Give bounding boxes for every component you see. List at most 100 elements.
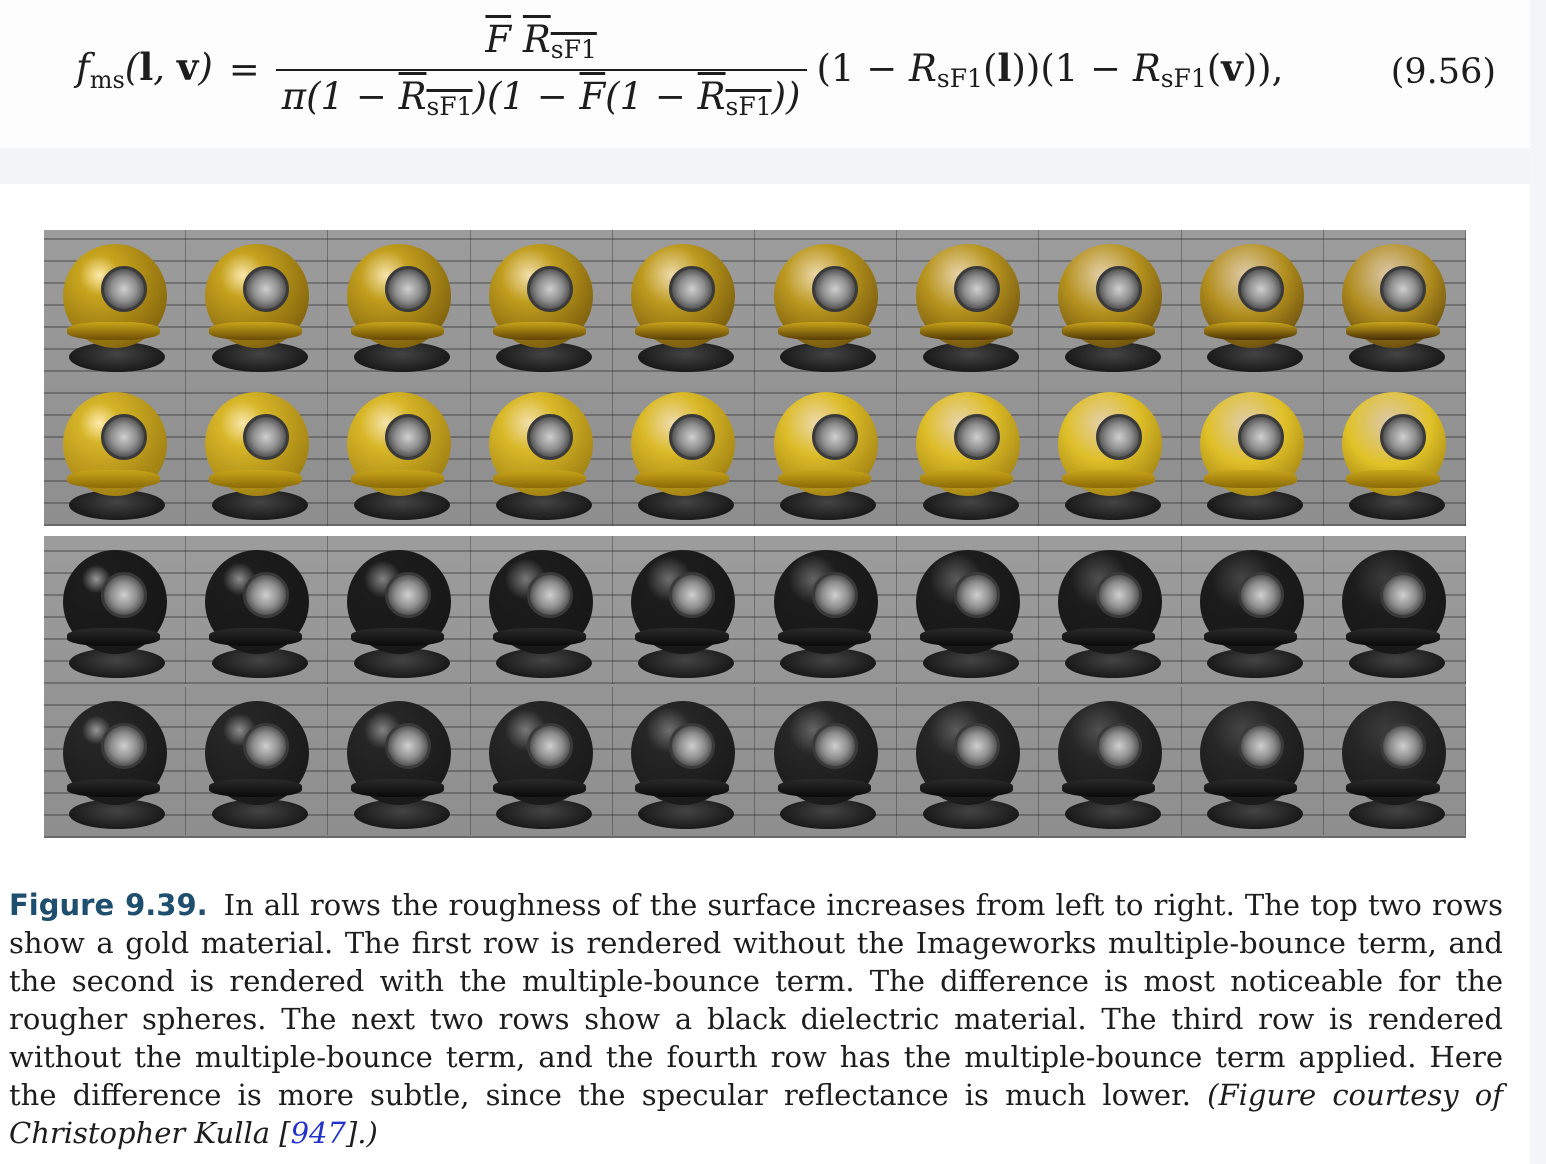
numerator-r: R (522, 18, 551, 61)
sphere-render-cell (1039, 536, 1182, 684)
sphere-ring-band (493, 779, 587, 797)
sphere-ring-band (493, 470, 587, 488)
black-dielectric-block (44, 536, 1466, 838)
sphere-ring-band (777, 779, 871, 797)
black-row-without-multibounce (44, 536, 1466, 684)
sphere-dial-insert (1096, 723, 1143, 769)
sphere-render-cell (471, 230, 613, 378)
sphere-ring-band (1062, 628, 1156, 646)
sphere-render-cell (1324, 536, 1466, 684)
factor-mid: ))(1 − (1011, 47, 1133, 90)
sphere-render-cell (1182, 536, 1324, 684)
sphere-render-cell (44, 536, 187, 684)
sphere-ring-band (66, 779, 160, 797)
sphere-dial-insert (1380, 414, 1427, 460)
denominator-r-2: R (697, 75, 726, 118)
sphere-dial-insert (953, 723, 1000, 769)
denominator-r-bar-2: RsF1 (697, 75, 772, 121)
caption-body: In all rows the roughness of the surface… (9, 888, 1503, 1112)
sphere-dial-insert (527, 572, 574, 618)
sphere-ring-band (208, 628, 302, 646)
denominator-r-1: R (398, 75, 427, 118)
sphere-render-cell (186, 378, 329, 526)
gold-row-with-multibounce (44, 378, 1466, 526)
sphere-render-cell (186, 230, 329, 378)
sphere-render-cell (328, 378, 471, 526)
sphere-dial-insert (242, 266, 289, 312)
sphere-dial-insert (811, 266, 858, 312)
sphere-render-cell (755, 536, 898, 684)
sphere-ring-band (66, 322, 160, 340)
sphere-dial-insert (385, 414, 431, 460)
caption-reference-link[interactable]: 947 (290, 1116, 346, 1150)
sphere-ring-band (350, 322, 445, 340)
sphere-ring-band (919, 779, 1014, 797)
sphere-dial-insert (385, 266, 431, 312)
equation-lhs: fms(l, v) (76, 45, 213, 94)
sphere-dial-insert (1096, 572, 1143, 618)
sphere-render-cell (897, 687, 1040, 835)
factor-r-1: R (909, 47, 937, 90)
sphere-dial-insert (1380, 572, 1427, 618)
sphere-render-cell (613, 536, 756, 684)
sphere-render-cell (897, 536, 1040, 684)
sphere-render-cell (755, 230, 898, 378)
equation-block: fms(l, v) = F RsF1 π(1 − RsF1)(1 − F(1 −… (0, 0, 1530, 145)
sphere-ring-band (1346, 779, 1440, 797)
denominator-part-2: )(1 − (472, 75, 580, 118)
sphere-render-cell (186, 687, 329, 835)
sphere-render-cell (755, 687, 898, 835)
equation-lhs-function: f (76, 46, 90, 89)
caption-credit: (Figure courtesy of Christopher Kulla [9… (9, 1078, 1503, 1150)
sphere-render-cell (1039, 687, 1182, 835)
sphere-render-cell (328, 687, 471, 835)
sphere-dial-insert (1238, 723, 1285, 769)
sphere-dial-insert (100, 414, 147, 460)
sphere-render-cell (1182, 230, 1324, 378)
factor-close: )), (1242, 47, 1284, 90)
sphere-dial-insert (811, 572, 858, 618)
sphere-dial-insert (953, 266, 1000, 312)
sphere-dial-insert (1238, 266, 1285, 312)
sphere-dial-insert (669, 414, 716, 460)
black-row-with-multibounce (44, 687, 1466, 835)
sphere-dial-insert (527, 266, 574, 312)
figure-caption: Figure 9.39. In all rows the roughness of… (9, 886, 1503, 1152)
sphere-ring-band (635, 322, 729, 340)
sphere-dial-insert (953, 414, 1000, 460)
sphere-dial-insert (953, 572, 1000, 618)
sphere-ring-band (350, 779, 445, 797)
sphere-dial-insert (1238, 572, 1285, 618)
sphere-render-cell (1324, 230, 1466, 378)
sphere-ring-band (635, 470, 729, 488)
denominator-r-bar-1: RsF1 (398, 75, 473, 121)
sphere-ring-band (777, 628, 871, 646)
sphere-render-cell (1324, 378, 1466, 526)
sphere-dial-insert (1096, 414, 1143, 460)
sphere-ring-band (493, 322, 587, 340)
sphere-dial-insert (1380, 723, 1427, 769)
sphere-dial-insert (1238, 414, 1285, 460)
equation-math: fms(l, v) = F RsF1 π(1 − RsF1)(1 − F(1 −… (76, 18, 1283, 121)
denominator-subscript-1: sF1 (426, 92, 473, 121)
equation-arg-v: v (176, 45, 199, 89)
section-divider-band (0, 148, 1530, 184)
sphere-dial-insert (1096, 266, 1143, 312)
sphere-dial-insert (242, 572, 289, 618)
sphere-ring-band (350, 628, 445, 646)
sphere-ring-band (777, 322, 871, 340)
sphere-ring-band (350, 470, 445, 488)
sphere-ring-band (635, 779, 729, 797)
denominator-pi: π(1 − (281, 75, 399, 118)
sphere-render-cell (1039, 378, 1182, 526)
sphere-render-cell (613, 687, 756, 835)
denominator-subscript-2: sF1 (725, 92, 772, 121)
sphere-dial-insert (527, 723, 574, 769)
sphere-dial-insert (100, 723, 147, 769)
sphere-render-cell (471, 378, 613, 526)
equation-fraction: F RsF1 π(1 − RsF1)(1 − F(1 − RsF1)) (275, 18, 807, 121)
sphere-render-cell (186, 536, 329, 684)
sphere-dial-insert (100, 572, 147, 618)
sphere-ring-band (635, 628, 729, 646)
sphere-ring-band (919, 322, 1014, 340)
